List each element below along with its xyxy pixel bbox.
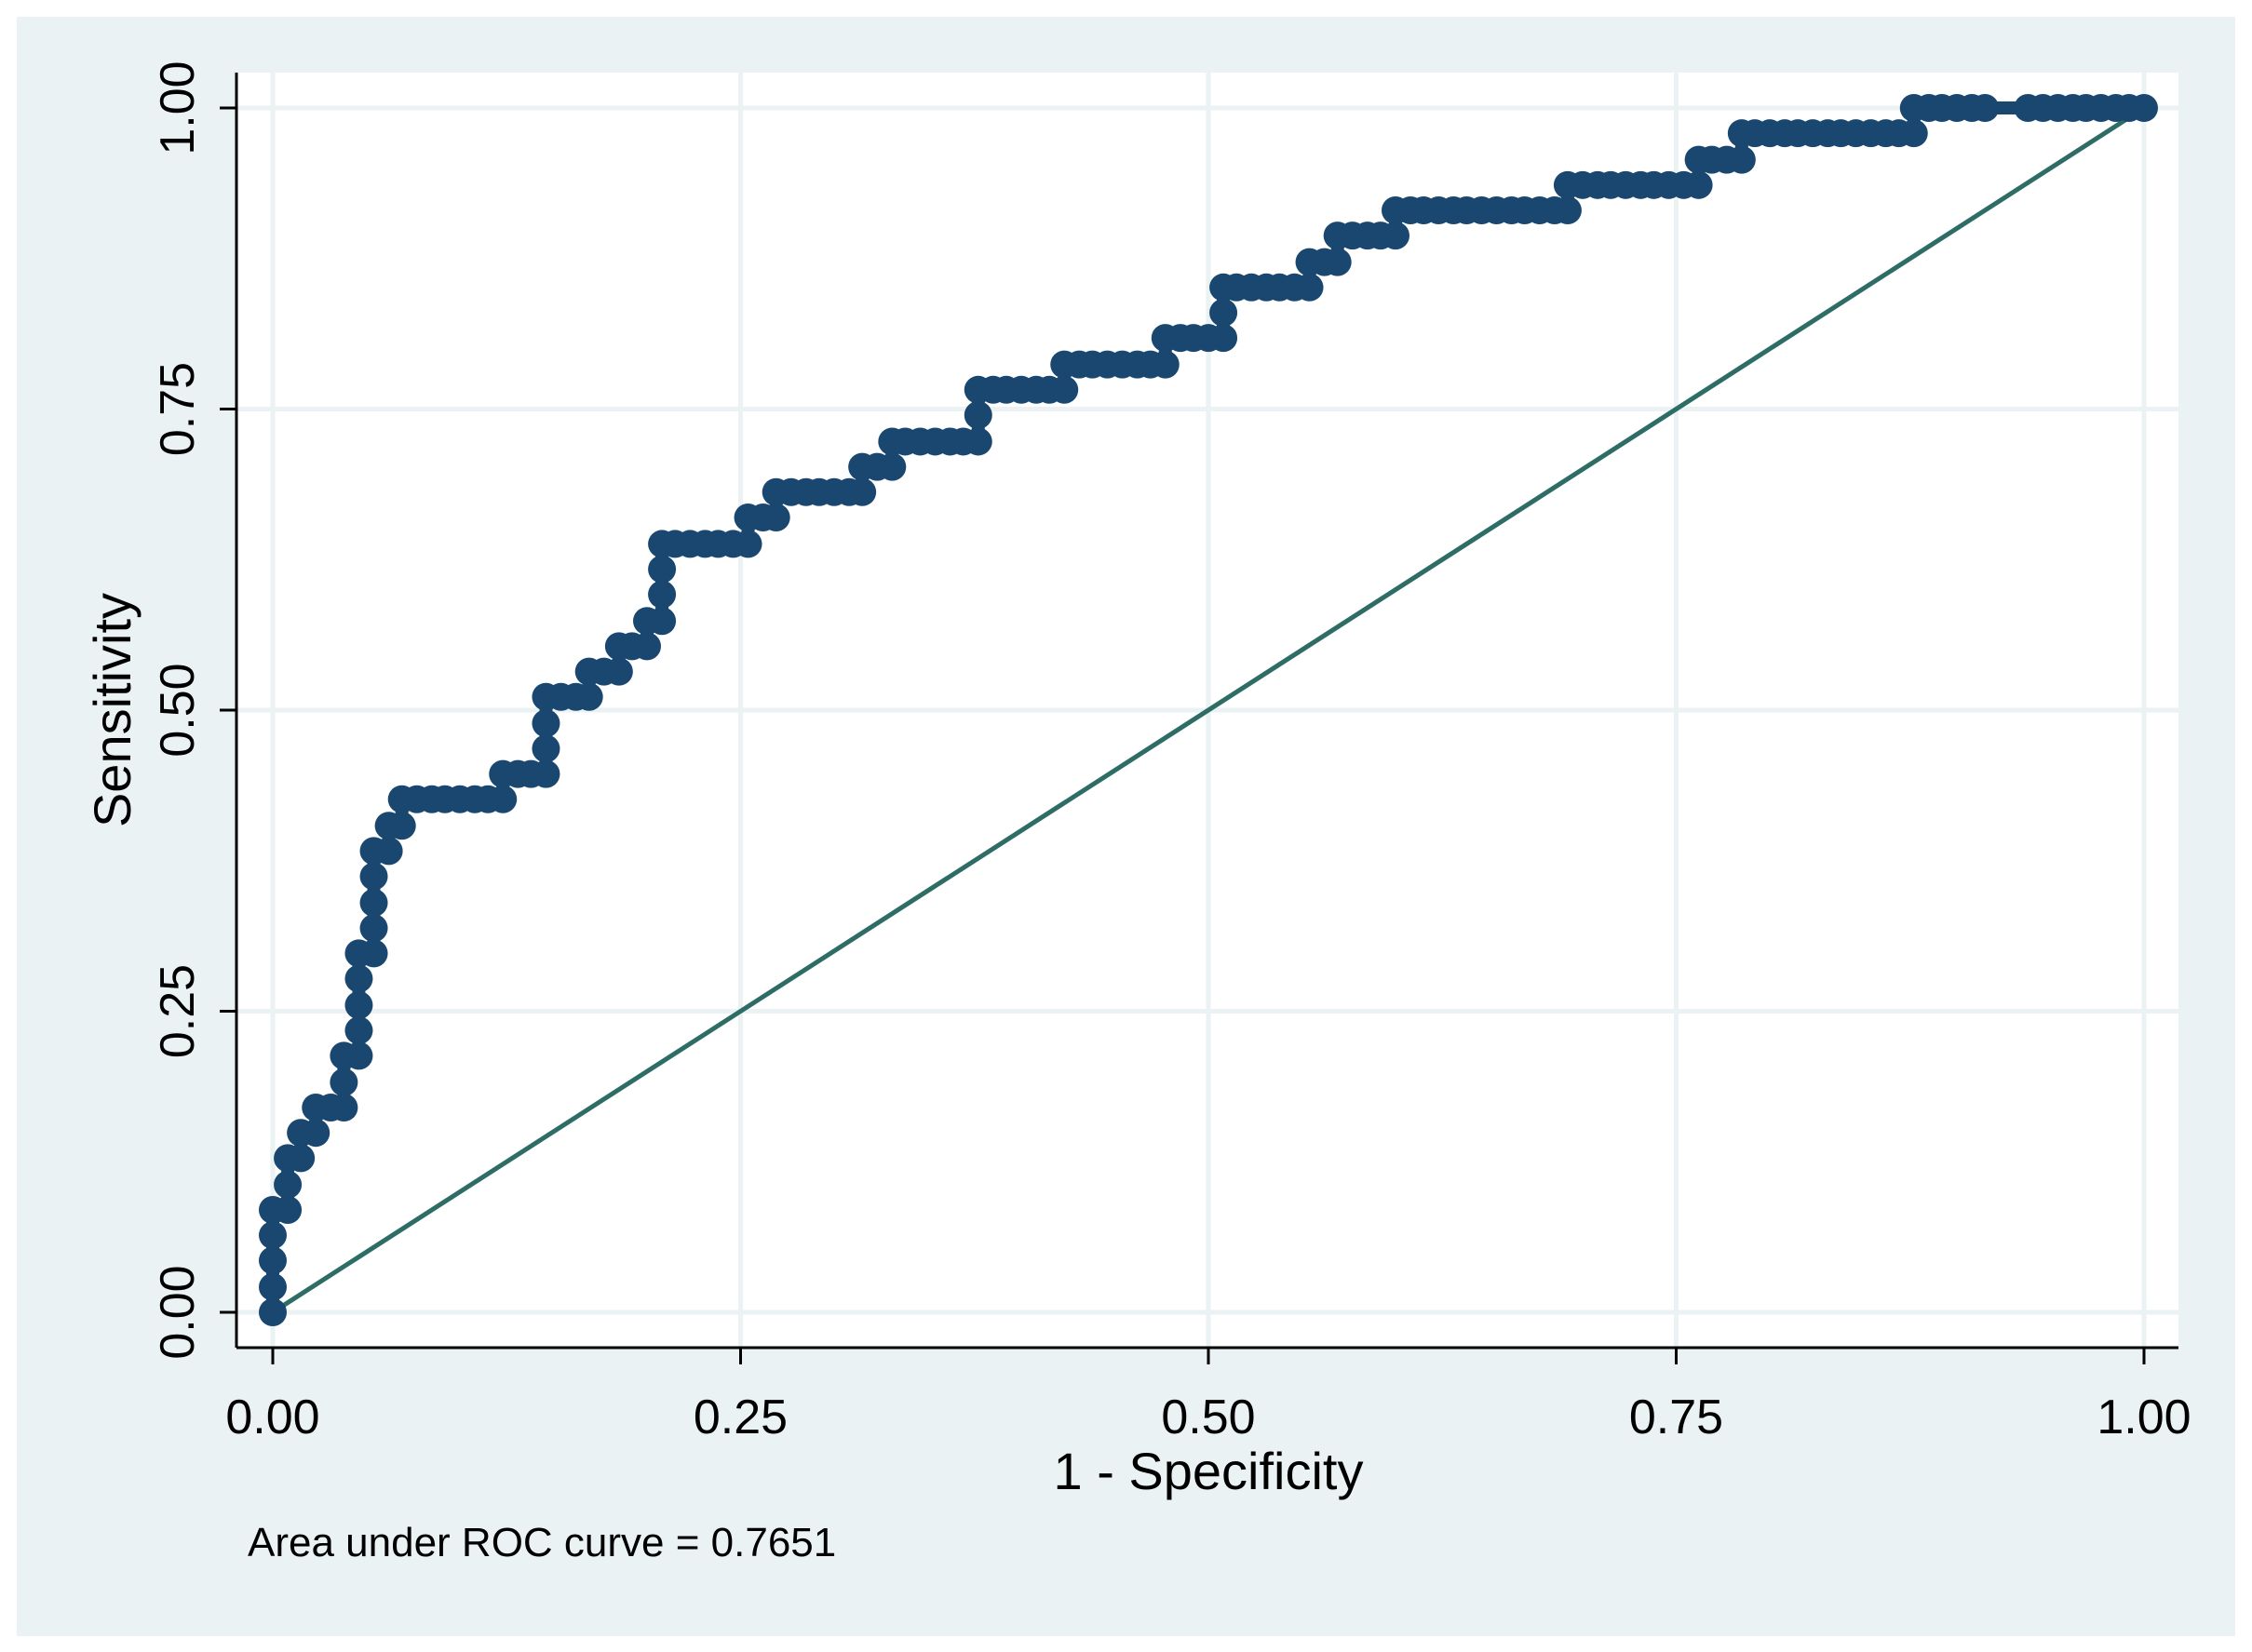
roc-point xyxy=(359,939,388,968)
roc-point xyxy=(259,1298,287,1326)
roc-point xyxy=(1209,298,1238,327)
roc-point xyxy=(734,530,762,558)
roc-point xyxy=(1295,273,1324,302)
roc-point xyxy=(574,682,603,711)
roc-point xyxy=(1899,119,1928,148)
roc-point xyxy=(302,1119,330,1148)
x-tick-label: 0.50 xyxy=(1161,1390,1255,1444)
roc-point xyxy=(259,1272,287,1301)
roc-point xyxy=(1553,195,1582,224)
reference-line xyxy=(271,105,2146,1315)
roc-point xyxy=(1727,145,1756,174)
roc-point xyxy=(648,555,677,584)
roc-point xyxy=(1151,350,1180,379)
x-tick-label: 0.25 xyxy=(694,1390,788,1444)
x-tick-label: 1.00 xyxy=(2097,1390,2191,1444)
y-tick-label: 0.25 xyxy=(151,964,205,1058)
x-tick-label: 0.00 xyxy=(225,1390,319,1444)
roc-point xyxy=(633,632,661,661)
roc-curve xyxy=(259,94,2158,1326)
roc-point xyxy=(1971,94,2000,122)
roc-point xyxy=(387,812,416,840)
roc-point xyxy=(274,1196,303,1225)
axes xyxy=(220,73,2178,1364)
roc-point xyxy=(359,862,388,891)
roc-point xyxy=(2130,94,2158,122)
roc-point xyxy=(344,1041,373,1070)
roc-point xyxy=(532,759,560,788)
roc-point xyxy=(374,837,403,866)
roc-point xyxy=(359,889,388,918)
roc-point xyxy=(344,991,373,1020)
roc-point xyxy=(532,734,560,763)
roc-point xyxy=(762,503,790,531)
auc-note: Area under ROC curve = 0.7651 xyxy=(248,1520,836,1565)
y-axis-title: Sensitivity xyxy=(83,593,142,827)
roc-point xyxy=(1209,324,1238,353)
roc-point xyxy=(604,657,633,686)
roc-point xyxy=(330,1094,358,1122)
roc-point xyxy=(330,1068,358,1096)
roc-point xyxy=(1323,248,1352,276)
y-tick-label: 0.50 xyxy=(151,663,205,757)
roc-point xyxy=(848,477,877,506)
roc-point xyxy=(1684,170,1713,199)
roc-point xyxy=(274,1170,303,1199)
roc-point xyxy=(344,964,373,993)
roc-point xyxy=(648,580,677,609)
y-tick-label: 1.00 xyxy=(151,60,205,154)
x-tick-label: 0.75 xyxy=(1629,1390,1723,1444)
roc-point xyxy=(964,400,992,429)
y-tick-label: 0.00 xyxy=(151,1265,205,1359)
roc-point xyxy=(964,427,992,456)
roc-point xyxy=(359,914,388,943)
y-tick-label: 0.75 xyxy=(151,362,205,456)
roc-point xyxy=(259,1246,287,1275)
tick-labels: 0.00 0.25 0.50 0.75 1.00 0.00 0.25 0.50 0.75 1.00 xyxy=(151,60,2191,1444)
roc-point xyxy=(344,1016,373,1045)
roc-point xyxy=(878,452,907,481)
roc-point xyxy=(1382,222,1409,250)
roc-point xyxy=(259,1221,287,1250)
roc-point xyxy=(532,709,560,738)
roc-point xyxy=(489,785,518,813)
roc-point xyxy=(648,607,677,636)
roc-point xyxy=(1050,375,1079,404)
roc-point xyxy=(287,1144,316,1173)
x-axis-title: 1 - Specificity xyxy=(1054,1442,1364,1500)
